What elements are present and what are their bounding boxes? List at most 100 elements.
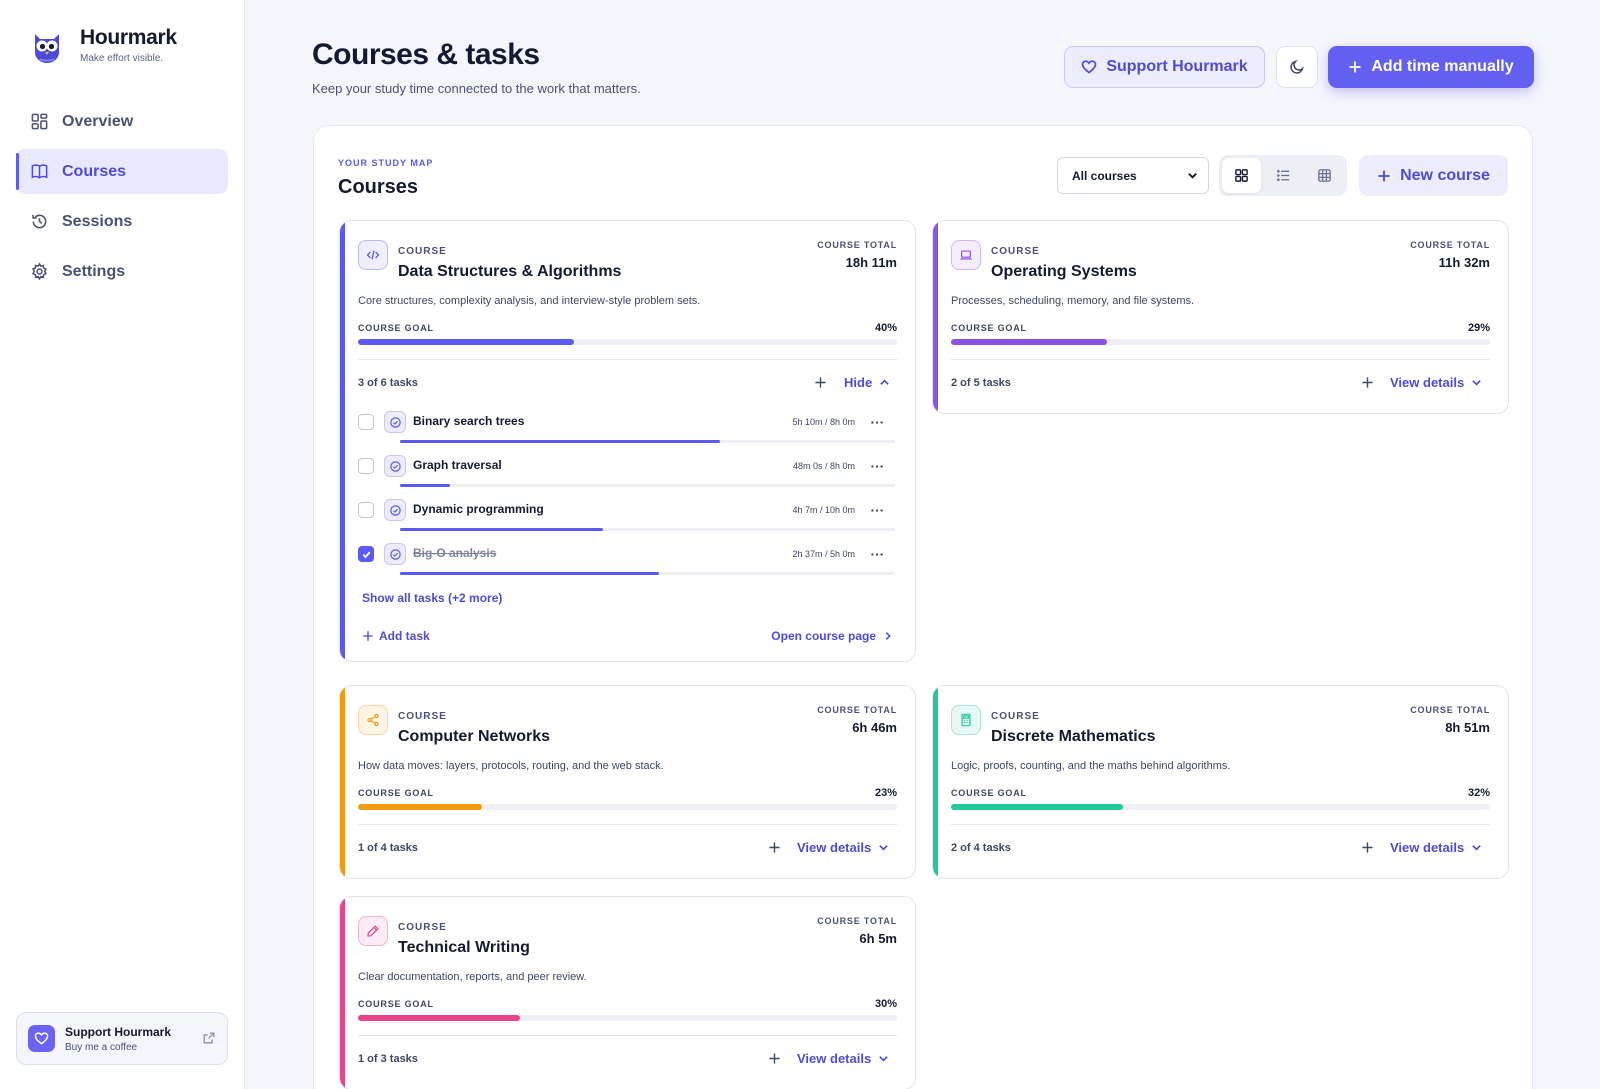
view-details-button[interactable]: View details: [1390, 375, 1482, 390]
course-goal-bar-fill: [358, 1015, 520, 1021]
view-list-button[interactable]: [1264, 158, 1303, 193]
task-checkbox[interactable]: [358, 458, 374, 474]
task-status-icon: [384, 411, 406, 433]
add-task-plus-button[interactable]: [764, 837, 784, 857]
course-goal-label: COURSE GOAL: [358, 999, 434, 1009]
add-task-plus-button[interactable]: [1357, 372, 1377, 392]
task-progress-fill: [400, 572, 659, 575]
course-total: 6h 46m: [852, 720, 897, 735]
course-name[interactable]: Operating Systems: [991, 263, 1137, 280]
view-cards-button[interactable]: [1222, 158, 1261, 193]
external-link-icon: [203, 1032, 215, 1044]
chevron-right-icon: [885, 632, 891, 640]
new-course-button[interactable]: New course: [1359, 155, 1508, 196]
task-name: Dynamic programming: [413, 502, 544, 516]
courses-panel: YOUR STUDY MAP Courses All courses New c…: [313, 125, 1533, 1089]
task-row[interactable]: Binary search trees 5h 10m / 8h 0m: [358, 411, 897, 447]
task-progress-bar: [400, 484, 895, 487]
view-table-button[interactable]: [1305, 158, 1344, 193]
check-icon: [362, 551, 370, 558]
view-details-button[interactable]: View details: [797, 1051, 889, 1066]
divider: [358, 1035, 897, 1036]
course-name[interactable]: Computer Networks: [398, 728, 551, 745]
chevron-down-icon: [1472, 845, 1481, 851]
open-course-page-label: Open course page: [771, 629, 876, 643]
theme-toggle-button[interactable]: [1276, 46, 1318, 88]
open-course-page-link[interactable]: Open course page: [771, 629, 893, 643]
add-task-plus-button[interactable]: [764, 1048, 784, 1068]
task-status-icon: [384, 455, 406, 477]
course-total-label: COURSE TOTAL: [817, 240, 897, 250]
course-goal-bar-fill: [358, 804, 482, 810]
chevron-down-icon: [1188, 173, 1197, 179]
course-description: Clear documentation, reports, and peer r…: [358, 971, 587, 983]
course-name[interactable]: Technical Writing: [398, 939, 530, 956]
course-goal-percent: 30%: [874, 998, 897, 1010]
brand[interactable]: Hourmark Make effort visible.: [28, 26, 177, 64]
task-name: Graph traversal: [413, 458, 502, 472]
panel-eyebrow: YOUR STUDY MAP: [338, 158, 434, 168]
course-name[interactable]: Data Structures & Algorithms: [398, 263, 622, 280]
task-progress-bar: [400, 528, 895, 531]
nav-item-overview[interactable]: Overview: [16, 99, 228, 144]
nav-label: Courses: [62, 162, 127, 180]
add-task-plus-button[interactable]: [810, 372, 830, 392]
task-progress-fill: [400, 528, 603, 531]
nav-item-courses[interactable]: Courses: [16, 149, 228, 194]
gear-icon: [31, 262, 48, 281]
task-row[interactable]: Dynamic programming 4h 7m / 10h 0m: [358, 499, 897, 535]
course-goal-bar: [951, 804, 1490, 810]
course-description: Logic, proofs, counting, and the maths b…: [951, 760, 1231, 772]
panel-title: Courses: [338, 176, 419, 198]
task-more-button[interactable]: [867, 544, 887, 564]
history-icon: [32, 214, 47, 229]
course-goal-percent: 32%: [1467, 787, 1490, 799]
task-row[interactable]: Big-O analysis 2h 37m / 5h 0m: [358, 543, 897, 579]
task-row[interactable]: Graph traversal 48m 0s / 8h 0m: [358, 455, 897, 491]
task-more-button[interactable]: [867, 412, 887, 432]
support-button[interactable]: Support Hourmark: [1064, 46, 1265, 88]
task-more-button[interactable]: [867, 500, 887, 520]
brand-name: Hourmark: [80, 26, 177, 49]
show-all-tasks-link[interactable]: Show all tasks (+2 more): [362, 591, 503, 605]
new-course-label: New course: [1400, 166, 1490, 184]
task-checkbox[interactable]: [358, 546, 374, 562]
chevron-up-icon: [880, 379, 889, 385]
view-details-button[interactable]: View details: [797, 840, 889, 855]
course-goal-bar: [358, 1015, 897, 1021]
support-button-label: Support Hourmark: [1106, 58, 1248, 75]
add-task-button[interactable]: Add task: [362, 629, 430, 643]
nav-item-settings[interactable]: Settings: [16, 249, 228, 294]
add-time-label: Add time manually: [1371, 58, 1514, 75]
calculator-icon: [951, 705, 981, 735]
course-description: Processes, scheduling, memory, and file …: [951, 295, 1195, 307]
plus-icon: [1378, 170, 1390, 181]
hide-tasks-button[interactable]: Hide: [844, 375, 890, 390]
view-details-button[interactable]: View details: [1390, 840, 1482, 855]
moon-icon: [1290, 60, 1304, 74]
add-time-manually-button[interactable]: Add time manually: [1328, 46, 1534, 88]
course-filter-value: All courses: [1072, 168, 1137, 183]
task-checkbox[interactable]: [358, 502, 374, 518]
course-card: COURSE Discrete Mathematics COURSE TOTAL…: [932, 685, 1509, 879]
task-checkbox[interactable]: [358, 414, 374, 430]
task-more-button[interactable]: [867, 456, 887, 476]
course-total: 6h 5m: [859, 931, 897, 946]
nav-item-sessions[interactable]: Sessions: [16, 199, 228, 244]
page-title: Courses & tasks: [312, 38, 540, 71]
course-card: COURSE Computer Networks COURSE TOTAL 6h…: [339, 685, 916, 879]
course-goal-percent: 40%: [874, 322, 897, 334]
course-total: 11h 32m: [1438, 255, 1490, 270]
task-time: 4h 7m / 10h 0m: [792, 505, 855, 515]
course-goal-label: COURSE GOAL: [358, 323, 434, 333]
task-status-icon: [384, 499, 406, 521]
sidebar-support-card[interactable]: Support Hourmark Buy me a coffee: [16, 1012, 228, 1065]
divider: [358, 824, 897, 825]
nav-label: Overview: [62, 112, 134, 130]
course-label: COURSE: [398, 246, 447, 257]
course-card: COURSE Technical Writing COURSE TOTAL 6h…: [339, 896, 916, 1089]
add-task-plus-button[interactable]: [1357, 837, 1377, 857]
course-filter-select[interactable]: All courses: [1057, 157, 1209, 194]
course-tasks-count: 3 of 6 tasks: [358, 377, 418, 389]
course-name[interactable]: Discrete Mathematics: [991, 728, 1156, 745]
